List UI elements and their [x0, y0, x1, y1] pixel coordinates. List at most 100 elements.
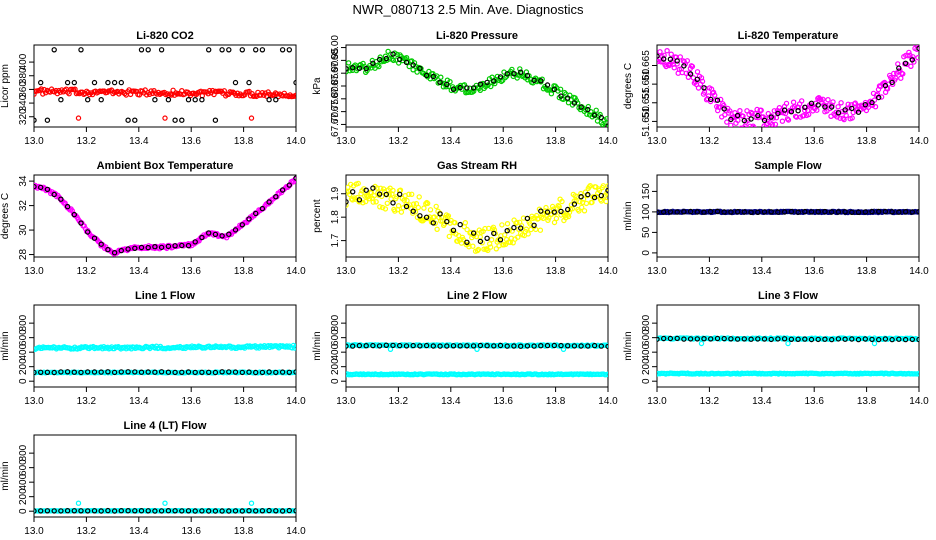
data-point	[219, 233, 225, 239]
series-2	[657, 208, 919, 215]
x-tick-label: 13.6	[181, 266, 201, 277]
x-tick-label: 14.0	[598, 266, 618, 277]
panel-title: Gas Stream RH	[437, 160, 517, 172]
data-point	[460, 236, 467, 243]
data-point	[417, 213, 423, 219]
data-point	[199, 508, 205, 514]
data-point	[788, 208, 795, 215]
data-point	[379, 204, 386, 211]
data-point	[761, 209, 768, 215]
data-point	[748, 336, 754, 342]
y-axis-label: kPa	[312, 77, 323, 95]
data-point	[504, 220, 511, 227]
data-point	[596, 187, 603, 194]
data-point	[896, 336, 902, 342]
data-point	[358, 191, 364, 197]
data-point	[373, 199, 379, 205]
data-point	[417, 343, 423, 349]
y-tick-label: 320	[18, 108, 29, 125]
data-point	[751, 124, 757, 127]
data-point	[464, 85, 470, 91]
series-2	[346, 51, 608, 127]
data-point	[693, 335, 700, 341]
data-point	[78, 47, 84, 53]
panel-7: Line 1 Flow ml/min 13.0 13.2 13.4 13.6 13.8 14.…	[0, 290, 306, 407]
data-point	[239, 222, 245, 228]
data-point	[132, 508, 138, 514]
series-1	[34, 342, 296, 353]
data-point	[511, 224, 517, 231]
data-point	[172, 369, 178, 376]
data-point	[565, 95, 571, 101]
panel-title: Line 2 Flow	[447, 290, 507, 302]
y-tick-label: 32	[18, 200, 29, 212]
data-point	[165, 369, 172, 375]
data-point	[464, 343, 470, 349]
data-point	[499, 222, 505, 228]
data-point	[503, 73, 510, 79]
data-point	[246, 79, 252, 86]
data-point	[694, 76, 701, 83]
data-point	[585, 191, 591, 198]
data-point	[484, 235, 490, 241]
data-point	[226, 231, 232, 237]
data-point	[487, 244, 494, 250]
data-point	[524, 72, 531, 79]
data-point	[916, 370, 919, 377]
data-point	[889, 336, 895, 343]
data-point	[165, 508, 172, 514]
data-point	[808, 100, 815, 107]
data-point	[382, 206, 389, 212]
x-tick-label: 13.2	[389, 266, 409, 277]
data-point	[565, 206, 571, 213]
data-point	[815, 336, 821, 343]
data-point	[457, 343, 463, 349]
data-point	[558, 208, 564, 215]
x-tick-label: 13.8	[857, 266, 877, 277]
data-point	[232, 369, 239, 375]
data-point	[38, 369, 44, 375]
data-point	[450, 229, 456, 236]
data-point	[75, 115, 82, 121]
data-point	[366, 195, 373, 202]
data-point	[377, 54, 383, 60]
data-point	[423, 214, 430, 220]
data-point	[64, 508, 71, 514]
data-point	[591, 194, 598, 201]
plot-frame	[656, 174, 920, 258]
data-point	[768, 336, 774, 343]
y-tick-label: 340	[18, 94, 29, 111]
panel-2: Li-820 Pressure kPa 13.0 13.2 13.4 13.6 13.8 14…	[312, 30, 618, 147]
data-point	[916, 45, 919, 48]
data-point	[775, 336, 781, 342]
data-point	[239, 47, 245, 53]
data-point	[438, 74, 444, 80]
data-point	[578, 190, 584, 197]
panel-1: Li-820 CO2 Licor ppm 13.0 13.2 13.4 13.6 13.8 1…	[0, 30, 306, 147]
data-point	[713, 97, 719, 103]
data-point	[543, 204, 549, 211]
data-point	[199, 369, 205, 375]
data-point	[152, 243, 158, 250]
x-tick-label: 13.4	[129, 526, 149, 537]
y-tick-label: 600	[18, 329, 29, 346]
series-3	[346, 342, 608, 350]
data-point	[531, 77, 537, 84]
data-point	[98, 96, 104, 103]
data-point	[835, 336, 842, 342]
data-point	[412, 209, 419, 215]
data-point	[781, 209, 788, 215]
data-point	[390, 342, 396, 349]
data-point	[579, 204, 585, 211]
data-point	[158, 47, 165, 53]
data-point	[598, 192, 605, 199]
figure-title: NWR_080713 2.5 Min. Ave. Diagnostics	[353, 2, 584, 17]
data-point	[62, 200, 68, 206]
x-tick-label: 13.0	[336, 266, 356, 277]
data-point	[145, 47, 151, 53]
data-point	[681, 209, 687, 215]
x-tick-label: 13.4	[441, 136, 461, 147]
data-point	[347, 191, 353, 198]
data-point	[71, 79, 78, 86]
data-point	[909, 336, 916, 343]
